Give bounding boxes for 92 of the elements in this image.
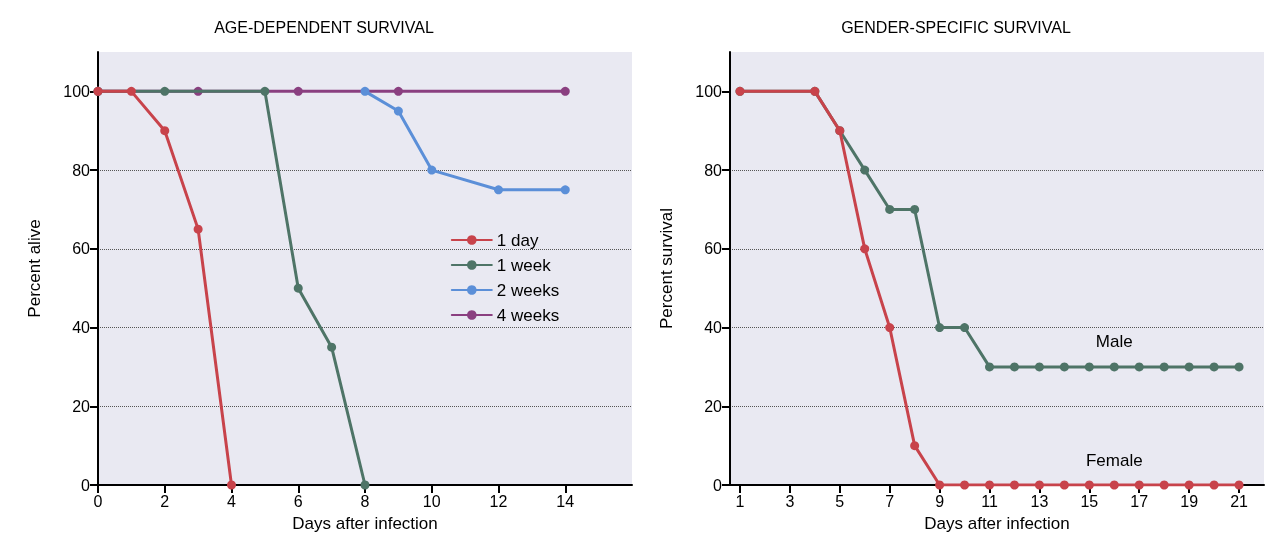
point <box>985 480 995 490</box>
x-tick-label: 15 <box>1080 492 1099 510</box>
series-label: Male <box>1095 332 1133 352</box>
x-tick-label: 1 <box>735 492 745 510</box>
x-tick-label: 8 <box>360 492 370 510</box>
point <box>1209 362 1219 372</box>
point <box>935 323 945 333</box>
x-tick-label: 10 <box>422 492 441 510</box>
x-tick-label: 19 <box>1180 492 1199 510</box>
y-tick-label: 40 <box>72 319 91 337</box>
legend-label: 2 weeks <box>496 280 560 300</box>
point <box>1159 480 1169 490</box>
chart-title: AGE-DEPENDENT SURVIVAL <box>214 18 434 36</box>
point <box>1034 362 1044 372</box>
point <box>960 480 970 490</box>
point <box>1084 480 1094 490</box>
point <box>1184 362 1194 372</box>
point <box>1234 480 1244 490</box>
point <box>160 86 170 96</box>
point <box>293 86 303 96</box>
y-tick-label: 20 <box>704 397 723 415</box>
point <box>293 283 303 293</box>
point <box>1134 362 1144 372</box>
x-tick-label: 6 <box>293 492 303 510</box>
x-tick-label: 7 <box>885 492 895 510</box>
point <box>260 86 270 96</box>
y-tick-label: 80 <box>72 161 91 179</box>
y-tick-label: 60 <box>72 240 91 258</box>
point <box>860 244 870 254</box>
point <box>1034 480 1044 490</box>
point <box>910 204 920 214</box>
point <box>1059 480 1069 490</box>
point <box>427 165 437 175</box>
x-tick-label: 17 <box>1130 492 1149 510</box>
x-tick-label: 11 <box>981 492 998 510</box>
point <box>1109 480 1119 490</box>
point <box>910 441 920 451</box>
point <box>560 185 570 195</box>
point <box>227 480 236 490</box>
point <box>1009 480 1019 490</box>
point <box>860 165 870 175</box>
y-tick-label: 60 <box>704 240 723 258</box>
legend-label: 1 week <box>496 255 552 275</box>
x-tick-label: 3 <box>785 492 795 510</box>
point <box>935 480 945 490</box>
point <box>360 86 370 96</box>
point <box>1209 480 1219 490</box>
chart-title: GENDER-SPECIFIC SURVIVAL <box>841 18 1071 36</box>
point <box>985 362 995 372</box>
point <box>160 126 170 136</box>
y-tick-label: 80 <box>704 161 723 179</box>
x-axis-title: Days after infection <box>292 514 438 533</box>
x-tick-label: 2 <box>160 492 170 510</box>
point <box>193 224 203 234</box>
point <box>885 204 895 214</box>
point <box>494 185 503 195</box>
y-axis-title: Percent survival <box>657 208 676 329</box>
y-tick-label: 0 <box>81 476 91 494</box>
y-tick-label: 40 <box>704 319 723 337</box>
y-tick-label: 100 <box>63 82 91 100</box>
point <box>126 86 136 96</box>
point <box>560 86 570 96</box>
point <box>1059 362 1069 372</box>
point <box>1084 362 1094 372</box>
point <box>1009 362 1019 372</box>
point <box>1134 480 1144 490</box>
x-tick-label: 4 <box>227 492 237 510</box>
x-tick-label: 9 <box>935 492 945 510</box>
y-tick-label: 100 <box>695 82 723 100</box>
x-axis-title: Days after infection <box>924 514 1070 533</box>
point <box>885 323 895 333</box>
point <box>327 342 337 352</box>
y-tick-label: 20 <box>72 397 91 415</box>
point <box>393 86 403 96</box>
x-tick-label: 12 <box>489 492 508 510</box>
x-tick-label: 5 <box>835 492 845 510</box>
legend-label: 4 weeks <box>496 305 560 325</box>
point <box>1159 362 1169 372</box>
x-tick-label: 14 <box>556 492 575 510</box>
legend-label: 1 day <box>496 230 539 250</box>
point <box>393 106 403 116</box>
x-tick-label: 21 <box>1230 492 1249 510</box>
point <box>360 480 370 490</box>
x-tick-label: 0 <box>93 492 103 510</box>
point <box>1234 362 1244 372</box>
y-tick-label: 0 <box>713 476 723 494</box>
x-tick-label: 13 <box>1030 492 1049 510</box>
series-label: Female <box>1085 450 1143 470</box>
point <box>960 323 970 333</box>
point <box>1184 480 1194 490</box>
point <box>1109 362 1119 372</box>
y-axis-title: Percent alive <box>25 219 44 318</box>
